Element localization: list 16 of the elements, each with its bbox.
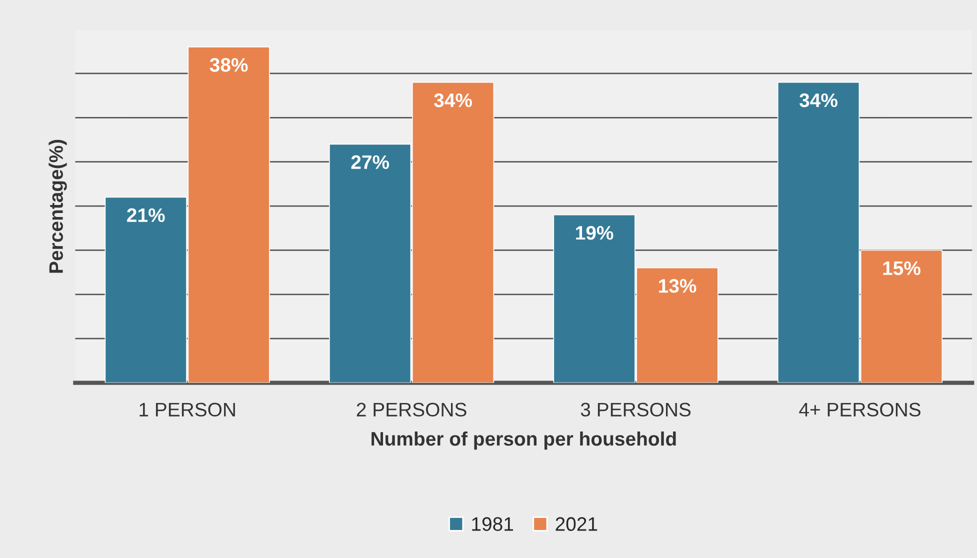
data-label: 21% [127, 208, 165, 222]
x-tick-label: 2 PERSONS [356, 402, 466, 417]
data-label: 38% [210, 58, 248, 72]
x-axis-title: Number of person per household [372, 431, 676, 450]
x-tick-label: 4+ PERSONS [799, 402, 920, 417]
legend-label: 2021 [556, 517, 598, 531]
data-label: 34% [800, 93, 838, 108]
legend-label: 1981 [472, 517, 514, 531]
data-label: 19% [576, 226, 614, 240]
x-tick-label: 1 PERSON [140, 402, 235, 417]
data-label: 27% [351, 155, 390, 169]
data-label: 13% [659, 279, 696, 293]
data-label: 15% [883, 261, 920, 276]
x-tick-label: 3 PERSONS [580, 402, 691, 417]
data-label: 34% [434, 93, 472, 108]
y-axis-title: Percentage(%) [48, 140, 67, 273]
